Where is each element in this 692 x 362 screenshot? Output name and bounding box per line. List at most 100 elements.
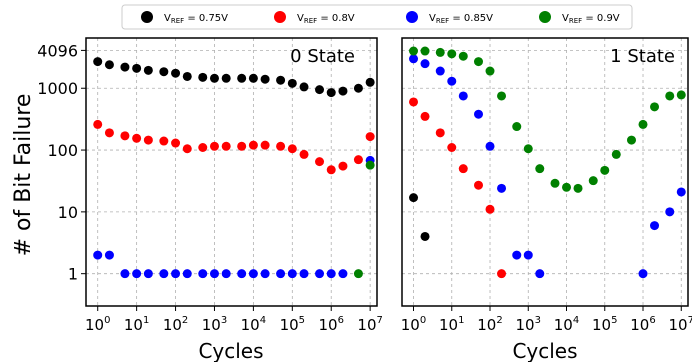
data-point — [104, 250, 114, 260]
data-point — [676, 187, 686, 197]
data-point — [588, 176, 598, 186]
data-point — [209, 141, 219, 151]
legend-label: VREF = 0.9V — [562, 13, 620, 25]
data-point — [435, 47, 445, 57]
data-point — [497, 183, 507, 193]
data-point — [248, 73, 258, 83]
data-point — [535, 269, 545, 279]
data-point — [299, 149, 309, 159]
legend-marker — [406, 11, 418, 23]
data-point — [665, 91, 675, 101]
data-point — [420, 46, 430, 56]
data-point — [338, 86, 348, 96]
data-point — [315, 85, 325, 95]
data-point — [326, 88, 336, 98]
data-point — [365, 160, 375, 170]
data-point — [512, 122, 522, 132]
data-point — [458, 51, 468, 61]
legend-label-rest: = 0.85V — [449, 13, 493, 24]
x-tick-label: 101 — [124, 315, 149, 334]
data-point — [326, 269, 336, 279]
data-point — [120, 62, 130, 72]
data-point — [497, 269, 507, 279]
legend: VREF = 0.75V VREF = 0.8V VREF = 0.85V VREF … — [121, 4, 633, 30]
data-point — [171, 68, 181, 78]
data-point — [221, 269, 231, 279]
legend-label-v: V — [562, 13, 569, 24]
data-point — [676, 90, 686, 100]
data-point — [365, 132, 375, 142]
legend-label-sub: REF — [569, 17, 582, 25]
x-tick-label: 105 — [592, 315, 617, 334]
data-point — [485, 141, 495, 151]
data-point — [276, 269, 286, 279]
data-point — [276, 141, 286, 151]
data-point — [198, 269, 208, 279]
data-point — [562, 182, 572, 192]
data-point — [474, 109, 484, 119]
data-point — [237, 141, 247, 151]
panel-1-frame — [401, 37, 689, 307]
data-point — [458, 91, 468, 101]
data-point — [287, 78, 297, 88]
x-tick-label: 105 — [280, 315, 305, 334]
x-tick-label: 100 — [85, 315, 110, 334]
data-point — [93, 57, 103, 67]
data-point — [650, 221, 660, 231]
data-point — [409, 97, 419, 107]
y-tick-label: 10 — [58, 203, 78, 222]
data-point — [93, 250, 103, 260]
legend-label: VREF = 0.85V — [429, 13, 493, 25]
panel-0-title: 0 State — [290, 46, 355, 67]
panel-1-x-axis-label: Cycles — [512, 339, 577, 362]
panel-0-x-axis-label: Cycles — [198, 339, 263, 362]
data-point — [627, 135, 637, 145]
data-point — [365, 77, 375, 87]
data-point — [143, 65, 153, 75]
data-point — [485, 204, 495, 214]
y-tick-label: 1 — [68, 265, 78, 284]
x-tick-label: 106 — [318, 315, 343, 334]
data-point — [299, 269, 309, 279]
data-point — [132, 63, 142, 73]
data-point — [611, 149, 621, 159]
data-point — [248, 140, 258, 150]
data-point — [447, 49, 457, 59]
panel-1-state: 1 State 100 101 102 103 104 105 106 107 Cycles — [401, 37, 692, 362]
data-point — [209, 269, 219, 279]
x-tick-label: 104 — [241, 315, 266, 334]
data-point — [338, 269, 348, 279]
data-point — [650, 102, 660, 112]
data-point — [132, 269, 142, 279]
data-point — [665, 207, 675, 217]
data-point — [600, 165, 610, 175]
data-point — [221, 73, 231, 83]
legend-label-sub: REF — [304, 17, 317, 25]
x-tick-label: 107 — [669, 315, 692, 334]
data-point — [523, 250, 533, 260]
x-tick-label: 101 — [439, 315, 464, 334]
data-point — [209, 73, 219, 83]
data-point — [104, 60, 114, 70]
data-point — [143, 135, 153, 145]
data-point — [420, 111, 430, 121]
legend-marker — [274, 11, 286, 23]
x-tick-label: 102 — [477, 315, 502, 334]
data-point — [260, 269, 270, 279]
data-point — [550, 178, 560, 188]
data-point — [447, 76, 457, 86]
data-point — [420, 59, 430, 69]
data-point — [447, 142, 457, 152]
data-point — [120, 269, 130, 279]
data-point — [326, 165, 336, 175]
data-point — [159, 136, 169, 146]
x-tick-label: 107 — [357, 315, 382, 334]
data-point — [535, 164, 545, 174]
y-tick-label: 100 — [47, 141, 78, 160]
y-tick-label: 1000 — [37, 79, 78, 98]
data-point — [171, 269, 181, 279]
data-point — [523, 144, 533, 154]
y-axis-label: # of Bit Failure — [11, 94, 36, 257]
data-point — [260, 74, 270, 84]
x-tick-label: 104 — [554, 315, 579, 334]
